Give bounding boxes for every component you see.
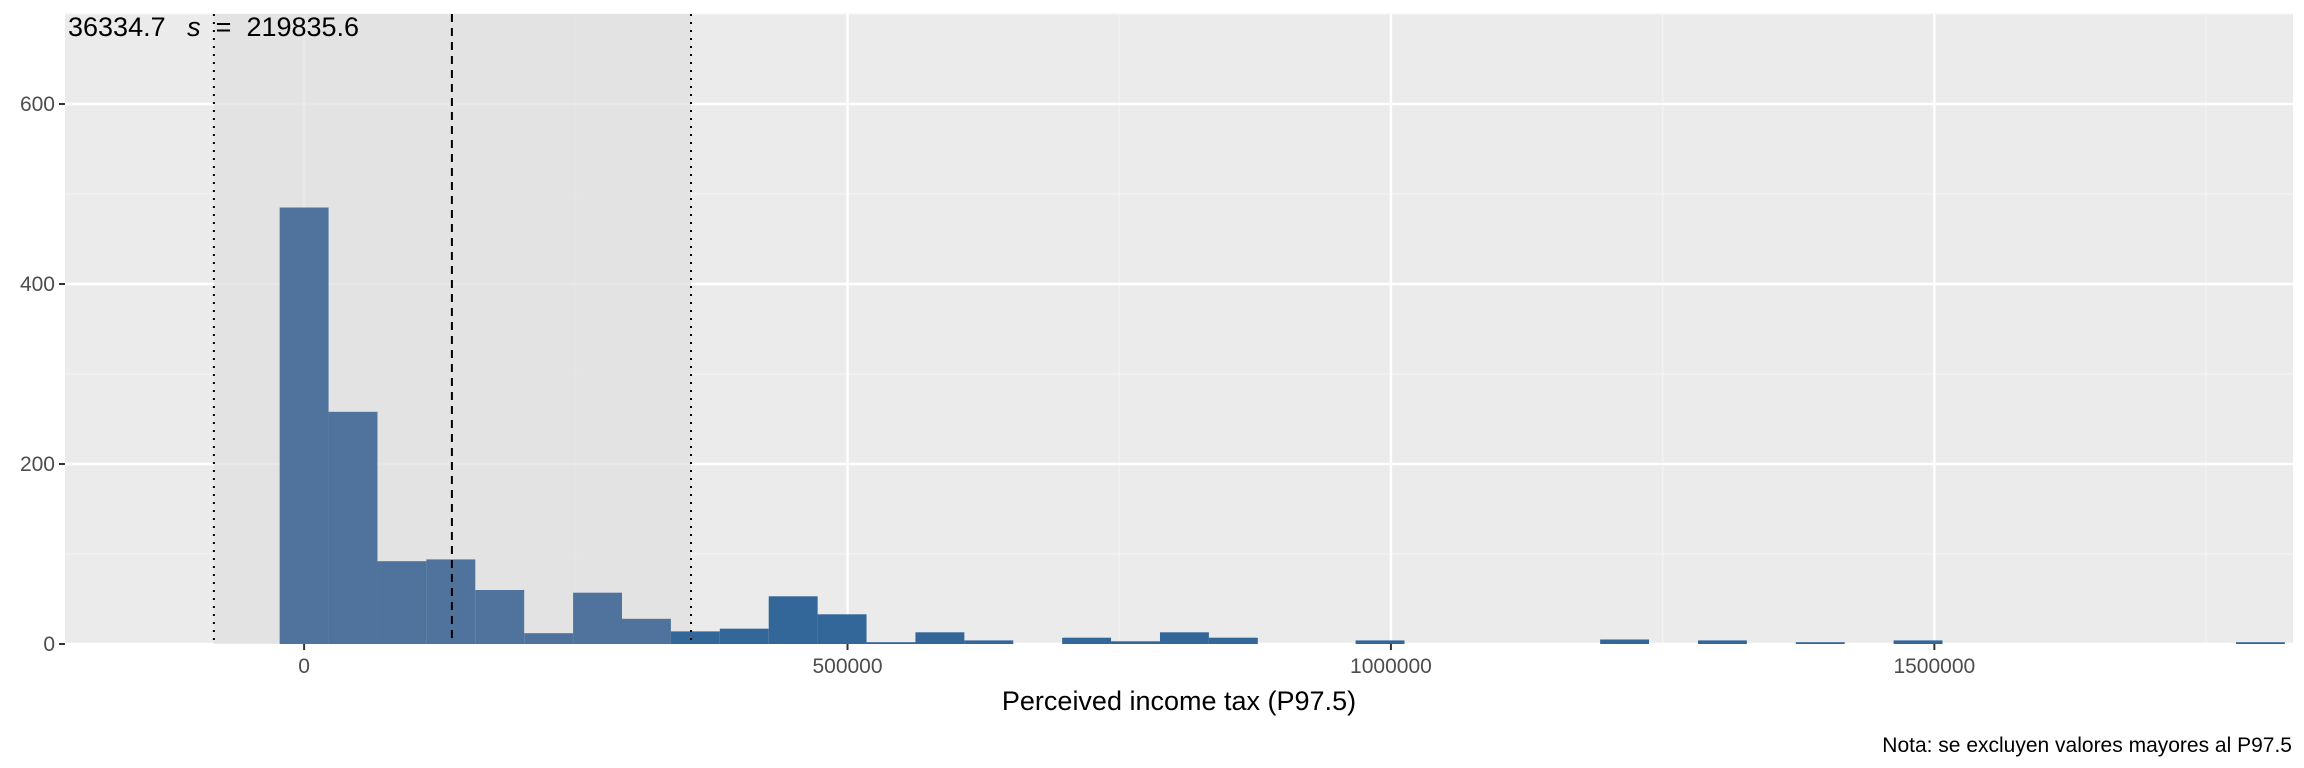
- histogram-bar: [719, 628, 769, 644]
- y-tick-label: 600: [20, 93, 55, 116]
- x-tick-label: 1000000: [1350, 655, 1432, 678]
- x-tick-label: 0: [298, 655, 310, 678]
- histogram-bars: [279, 207, 2285, 644]
- sd-equals: =: [208, 12, 239, 42]
- histogram-bar: [1355, 640, 1405, 644]
- histogram-bar: [1893, 640, 1943, 644]
- histogram-bar: [426, 559, 476, 644]
- stat-annotation: 36334.7 s = 219835.6: [68, 12, 359, 42]
- histogram-bar: [1111, 641, 1160, 644]
- histogram-bar: [1208, 637, 1258, 644]
- chart-caption: Nota: se excluyen valores mayores al P97…: [1882, 734, 2292, 757]
- y-tick-label: 400: [20, 273, 55, 296]
- histogram-bar: [524, 633, 574, 644]
- histogram-bar: [1062, 637, 1112, 644]
- histogram-bar: [475, 590, 525, 644]
- histogram-bar: [817, 614, 867, 644]
- histogram-bar: [1697, 640, 1747, 644]
- histogram-bar: [279, 207, 329, 644]
- y-axis: 0 200 400 600: [20, 93, 65, 656]
- histogram-bar: [1795, 642, 1845, 644]
- histogram-bar: [328, 411, 378, 644]
- y-tick-label: 0: [43, 633, 55, 656]
- x-tick-label: 500000: [812, 655, 882, 678]
- reference-lines: [212, 14, 693, 644]
- sd-value-text: 219835.6: [246, 12, 359, 42]
- histogram-bar: [768, 596, 818, 644]
- histogram-bar: [866, 642, 916, 644]
- sd-symbol: s: [187, 12, 201, 42]
- histogram-bar: [622, 618, 671, 644]
- x-axis-title: Perceived income tax (P97.5): [1002, 686, 1356, 716]
- histogram-bar: [1600, 639, 1650, 644]
- x-tick-label: 1500000: [1893, 655, 1975, 678]
- y-tick-label: 200: [20, 453, 55, 476]
- histogram-bar: [1159, 632, 1209, 644]
- histogram-bar: [964, 640, 1014, 644]
- histogram-bar: [377, 561, 427, 644]
- histogram-bar: [573, 592, 622, 644]
- x-axis: 0 500000 1000000 1500000: [298, 644, 1975, 678]
- histogram-bar: [670, 631, 720, 644]
- histogram-bar: [915, 632, 965, 644]
- histogram-bar: [2235, 642, 2285, 644]
- mean-value-text: 36334.7: [68, 12, 166, 42]
